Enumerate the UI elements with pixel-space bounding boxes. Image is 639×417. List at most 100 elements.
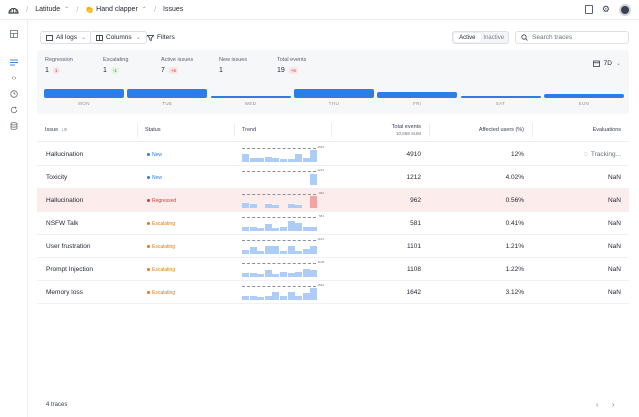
active-inactive-toggle: Active Inactive <box>452 31 509 44</box>
refresh-icon[interactable] <box>10 106 18 114</box>
status-dot <box>147 153 150 156</box>
filters-button[interactable]: Filters <box>147 31 175 44</box>
sparkline-bar <box>280 251 287 254</box>
issue-name: Toxicity <box>46 174 68 181</box>
issue-name: Prompt Injection <box>46 266 93 273</box>
sparkline-bar <box>280 159 287 162</box>
table-row[interactable]: Toxicity New 1212 1212 4.02% NaN <box>37 166 629 189</box>
list-icon[interactable] <box>10 58 18 66</box>
top-right-actions: ⚙ <box>584 3 631 16</box>
sparkline-bar <box>242 154 249 162</box>
settings-icon[interactable]: ⚙ <box>601 4 610 14</box>
segment-inactive[interactable]: Inactive <box>483 34 505 41</box>
columns-label: Columns <box>106 34 132 41</box>
column-divider <box>532 123 533 137</box>
sparkline-bar <box>242 296 249 300</box>
folder-icon <box>46 34 53 41</box>
sparkline-bar <box>287 292 295 300</box>
sparkline-bar <box>302 269 310 277</box>
sparkline-bar <box>257 251 265 254</box>
next-page-button[interactable]: › <box>612 402 615 409</box>
sparkline-bar <box>302 293 310 300</box>
issue-name: User frustration <box>46 243 91 250</box>
breadcrumb-label: Hand clapper <box>96 6 138 13</box>
sparkline-bar <box>264 296 272 300</box>
sparkline-bar <box>264 270 272 277</box>
issue-name: NSFW Talk <box>46 220 79 227</box>
prev-page-button[interactable]: ‹ <box>596 402 599 409</box>
history-icon[interactable] <box>10 90 18 98</box>
status-dot <box>147 245 150 248</box>
status-label: New <box>152 174 163 181</box>
all-logs-dropdown[interactable]: All logs ⌄ <box>40 31 92 44</box>
sparkline-bar <box>310 174 318 185</box>
header-issue[interactable]: Issue ↓≡ <box>45 118 67 142</box>
document-icon[interactable] <box>584 5 593 14</box>
sparkline-max-line <box>242 286 316 287</box>
columns-dropdown[interactable]: Columns ⌄ <box>90 31 147 44</box>
trend-sparkline: 1212 <box>242 168 324 185</box>
status-label: Escalating <box>152 243 176 250</box>
sparkline-bar <box>302 158 310 162</box>
breadcrumb-project[interactable]: Latitude ⌃ <box>35 6 69 13</box>
day-label: TUE <box>162 101 173 106</box>
sparkline-bar <box>249 158 257 162</box>
total-events-value: 1101 <box>407 243 421 250</box>
sparkline-bar <box>287 246 295 254</box>
stat-delta-badge: +6 <box>288 67 298 74</box>
table-row[interactable]: Memory loss Escalating 1642 1642 3.12% NaN <box>37 281 629 304</box>
sparkline-bar <box>295 223 303 231</box>
sparkline-bar <box>295 296 303 300</box>
columns-icon <box>96 34 103 41</box>
status-badge: New <box>147 166 162 189</box>
period-dropdown[interactable]: 7D ⌄ <box>592 60 621 67</box>
sort-icon[interactable]: ↓≡ <box>61 127 68 133</box>
stat-new-issues: New issues 1 <box>219 57 247 74</box>
total-events-value: 1212 <box>406 174 421 181</box>
evaluations-value: ◌ Tracking... <box>537 143 621 166</box>
trend-sparkline: 1108 <box>242 260 324 277</box>
trend-sparkline: 1101 <box>242 237 324 254</box>
sparkline-bar <box>264 224 272 231</box>
code-icon[interactable]: ‹› <box>11 74 17 82</box>
affected-users-value: 1.21% <box>505 243 524 250</box>
sparkline-bar <box>310 288 318 300</box>
sparkline-bar <box>257 228 265 231</box>
avatar[interactable] <box>619 3 631 16</box>
search-input[interactable]: Search traces <box>515 31 629 44</box>
sparkline-bar <box>287 204 295 208</box>
sparkline-bar <box>302 227 310 231</box>
header-evaluations: Evaluations <box>592 127 621 133</box>
table-row[interactable]: User frustration Escalating 1101 1101 1.21% N… <box>37 235 629 258</box>
segment-active[interactable]: Active <box>454 33 481 42</box>
day-label: SUN <box>578 101 590 106</box>
issue-name: Hallucination <box>46 151 84 158</box>
sparkline-bar <box>287 221 295 231</box>
sparkline-bar <box>295 251 303 254</box>
status-dot <box>147 199 150 202</box>
stat-value: 7 <box>161 67 165 74</box>
stat-delta-badge: -1 <box>110 67 119 74</box>
header-label: Issue <box>45 127 59 133</box>
sparkline-bar <box>302 249 310 254</box>
sparkline-max-line <box>242 217 316 218</box>
logo-icon[interactable] <box>8 4 19 15</box>
table-row[interactable]: Prompt Injection Escalating 1108 1108 1.22% N… <box>37 258 629 281</box>
sparkline-bar <box>242 227 249 231</box>
layout-icon[interactable] <box>10 30 18 38</box>
all-logs-label: All logs <box>56 34 77 41</box>
database-icon[interactable] <box>10 122 18 130</box>
stat-delta-badge: +6 <box>168 67 179 74</box>
status-label: Escalating <box>152 220 176 227</box>
table-row[interactable]: Hallucination New 4910 4910 12% ◌ Tracking... <box>37 143 629 166</box>
stat-delta-badge: 1 <box>52 67 60 74</box>
evaluations-label: Tracking... <box>590 151 621 158</box>
table-row[interactable]: Hallucination Regressed 962 962 0.56% NaN <box>37 189 629 212</box>
breadcrumb-version[interactable]: 👏 Hand clapper ⌃ <box>85 6 146 14</box>
sparkline-bar <box>280 272 287 277</box>
sparkline-max-label: 1108 <box>317 260 324 264</box>
stat-label: Escalating <box>103 57 129 63</box>
table-row[interactable]: NSFW Talk Escalating 581 581 0.41% NaN <box>37 212 629 235</box>
header-total-events: Total events 10,659 SUM <box>337 118 421 142</box>
